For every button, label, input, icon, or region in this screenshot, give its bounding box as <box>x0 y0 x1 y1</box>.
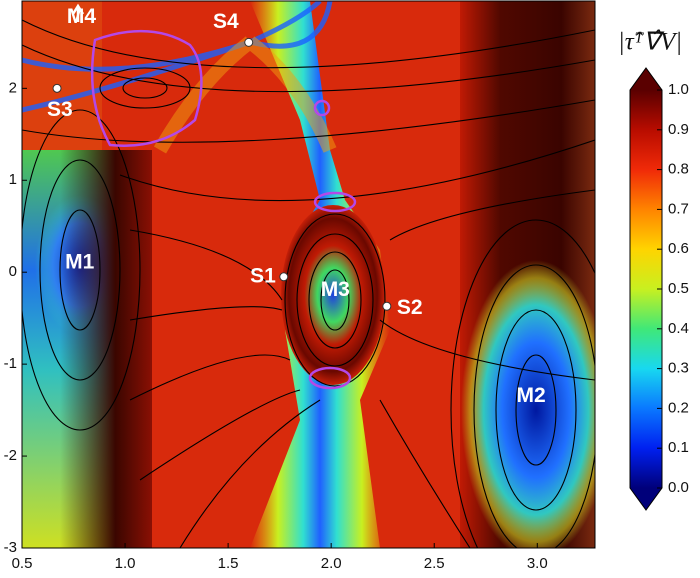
colorbar-tick-label: 0.1 <box>668 439 689 456</box>
point-label: M1 <box>65 251 94 274</box>
y-tick-label: -2 <box>4 447 17 464</box>
y-tick-label: -1 <box>4 355 17 372</box>
stationary-point <box>279 272 289 282</box>
colorbar-top <box>630 68 662 90</box>
stationary-point <box>382 301 392 311</box>
y-tick-label: 0 <box>9 263 17 280</box>
plot-frame <box>21 0 596 549</box>
point-label: S1 <box>250 264 276 287</box>
x-tick-label: 1.0 <box>115 555 136 572</box>
point-label: S2 <box>397 296 423 319</box>
colorbar <box>630 90 662 488</box>
colorbar-tick-label: 0.9 <box>668 121 689 138</box>
colorbar-tick-label: 0.6 <box>668 240 689 257</box>
y-tick-label: -3 <box>4 539 17 556</box>
y-tick-label: 2 <box>9 79 17 96</box>
y-tick-label: 1 <box>9 171 17 188</box>
x-tick-label: 1.5 <box>218 555 239 572</box>
colorbar-tick-label: 0.8 <box>668 161 689 178</box>
colorbar-tick-label: 1.0 <box>668 81 689 98</box>
field-background <box>22 1 595 548</box>
colorbar-tick-label: 0.2 <box>668 399 689 416</box>
stationary-point <box>244 37 254 47</box>
point-label: M2 <box>517 384 546 407</box>
point-label: S3 <box>47 98 73 121</box>
point-label: M3 <box>321 278 350 301</box>
colorbar-tick-label: 0.5 <box>668 280 689 297</box>
x-tick-label: 2.0 <box>321 555 342 572</box>
point-label: M4 <box>67 5 96 28</box>
point-label: S4 <box>213 10 239 33</box>
colorbar-tick-label: 0.0 <box>668 479 689 496</box>
x-tick-label: 0.5 <box>12 555 33 572</box>
contours <box>22 19 595 548</box>
colorbar-tick-label: 0.4 <box>668 320 689 337</box>
colorbar-bottom <box>630 488 662 510</box>
x-tick-label: 3.0 <box>527 555 548 572</box>
loops <box>90 29 357 390</box>
colorbar-tick-label: 0.7 <box>668 200 689 217</box>
colorbar-tick-label: 0.3 <box>668 360 689 377</box>
offscreen-arrow <box>71 3 85 22</box>
x-tick-label: 2.5 <box>424 555 445 572</box>
colorbar-title: |τ̂ᵀ∇̂V| <box>618 29 682 56</box>
stationary-point <box>52 83 62 93</box>
